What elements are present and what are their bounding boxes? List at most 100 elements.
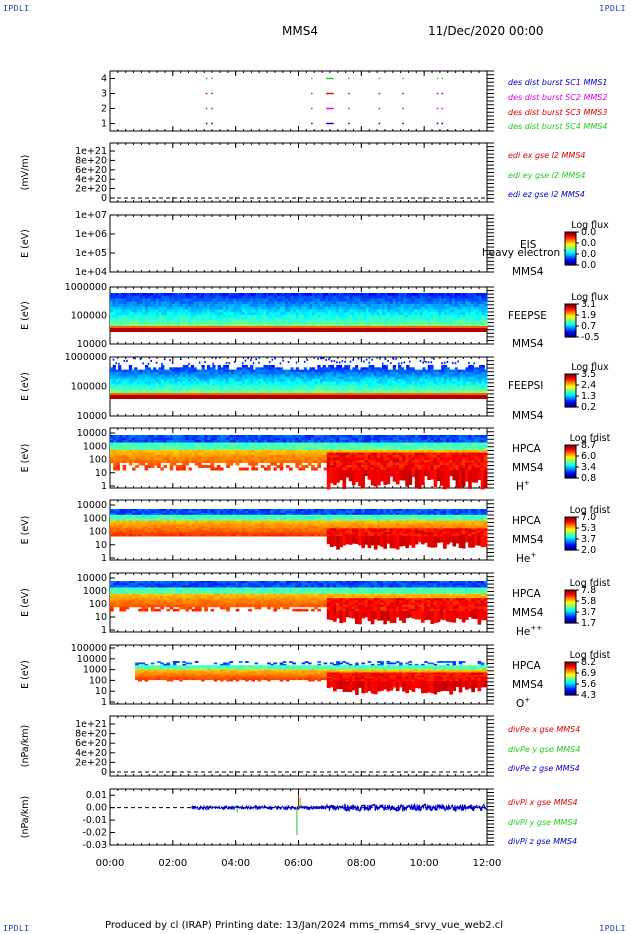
spectrogram-cell xyxy=(123,317,127,321)
spectrogram-cell xyxy=(161,320,165,324)
spectrogram-cell xyxy=(231,301,235,305)
colorbar-swatch xyxy=(565,237,576,240)
spectrogram-cell xyxy=(255,309,259,313)
spectrogram-cell xyxy=(244,298,248,302)
spectrogram-cell xyxy=(134,312,138,316)
spectrogram-cell xyxy=(147,304,151,308)
spectrogram-cell xyxy=(155,317,159,321)
spectrogram-cell xyxy=(228,323,232,327)
y-tick-label: 1000000 xyxy=(65,282,107,293)
spectrogram-cell xyxy=(217,323,221,327)
spectrogram-cell xyxy=(175,467,180,471)
spectrogram-cell xyxy=(147,312,151,316)
spectrogram-cell xyxy=(217,309,221,313)
spectrogram-cell xyxy=(336,361,338,364)
spectrogram-cell xyxy=(223,306,227,310)
spectrogram-cell xyxy=(126,295,130,299)
spectrogram-cell xyxy=(196,317,200,321)
spectrogram-cell xyxy=(239,295,243,299)
spectrogram-cell xyxy=(236,309,240,313)
spectrogram-cell xyxy=(271,293,275,297)
spectrogram-cell xyxy=(258,361,260,364)
spectrogram-cell xyxy=(118,309,122,313)
spectrogram-cell xyxy=(153,462,158,466)
spectrogram-cell xyxy=(112,312,116,316)
spectrogram-cell xyxy=(177,295,181,299)
spectrogram-cell xyxy=(226,465,230,468)
spectrogram-cell xyxy=(255,320,259,324)
spectrogram-cell xyxy=(252,309,256,313)
legend-entry: edi ey gse l2 MMS4 xyxy=(508,171,586,180)
spectrogram-cell xyxy=(128,304,133,308)
spectrogram-cell xyxy=(252,304,256,308)
spectrogram-cell xyxy=(266,315,270,319)
y-tick-label: 3 xyxy=(101,89,107,100)
spectrogram-cell xyxy=(147,323,151,327)
spectrogram-cell xyxy=(250,301,254,305)
legend-entry: des dist burst SC2 MMS2 xyxy=(508,93,607,102)
spectrogram-cell xyxy=(276,312,281,316)
spectrogram-cell xyxy=(153,309,157,313)
spectrogram-cell xyxy=(131,309,135,313)
spectrogram-cell xyxy=(285,304,289,308)
spectrogram-cell xyxy=(115,320,119,324)
spectrogram-cell xyxy=(252,323,256,327)
spectrogram-cell xyxy=(258,320,262,324)
spectrogram-cell xyxy=(274,323,278,327)
spectrogram-cell xyxy=(212,315,216,319)
spectrogram-cell xyxy=(320,357,322,360)
colorbar-swatch xyxy=(565,248,576,251)
spectrogram-cell xyxy=(258,317,262,321)
spectrogram-cell xyxy=(116,467,120,471)
spectrogram-cell xyxy=(250,293,254,297)
colorbar-swatch xyxy=(565,255,576,258)
colorbar-swatch xyxy=(565,254,576,256)
spectrogram-cell xyxy=(153,295,157,299)
spectrogram-cell xyxy=(147,306,151,310)
spectrogram-cell xyxy=(177,298,181,302)
spectrogram-cell xyxy=(139,320,143,324)
spectrogram-cell xyxy=(231,323,235,327)
spectrogram-cell xyxy=(236,298,240,302)
spectrogram-cell xyxy=(142,295,146,299)
spectrogram-cell xyxy=(177,301,181,305)
spectrogram-cell xyxy=(177,315,181,319)
y-tick-label: 10000 xyxy=(77,339,107,350)
spectrogram-cell xyxy=(174,306,178,310)
spectrogram-cell xyxy=(201,315,205,319)
spectrogram-cell xyxy=(171,361,174,364)
spectrogram-cell xyxy=(255,312,259,316)
spectrogram-cell xyxy=(228,301,232,305)
spectrogram-cell xyxy=(206,312,211,316)
spectrogram-cell xyxy=(160,467,164,471)
spectrogram-cell xyxy=(282,309,286,313)
spectrogram-cell xyxy=(190,304,194,308)
spectrogram-cell xyxy=(157,465,161,468)
spectrogram-cell xyxy=(174,304,178,308)
spectrogram-cell xyxy=(155,309,159,313)
spectrogram-cell xyxy=(252,306,256,310)
spectrogram-cell xyxy=(239,309,243,313)
spectrogram-cell xyxy=(180,298,184,302)
spectrogram-cell xyxy=(190,315,194,319)
spectrogram-cell xyxy=(215,317,219,321)
spectrogram-cell xyxy=(263,312,267,316)
spectrogram-cell xyxy=(171,320,176,324)
spectrogram-cell xyxy=(188,301,192,305)
spectrogram-cell xyxy=(244,323,248,327)
spectrogram-cell xyxy=(198,304,203,308)
panel-frame-2 xyxy=(109,214,488,273)
spectrogram-cell xyxy=(131,320,135,324)
corner-bl-label: IPDLI xyxy=(3,924,30,933)
spectrogram-cell xyxy=(145,295,149,299)
spectrogram-cell xyxy=(123,360,126,363)
spectrogram-cell xyxy=(266,309,270,313)
spectrogram-cell xyxy=(188,460,193,463)
spectrogram-cell xyxy=(179,460,183,463)
spectrogram-cell xyxy=(131,315,135,319)
spectrogram-cell xyxy=(123,304,127,308)
spectrogram-cell xyxy=(185,306,189,310)
spectrogram-cell xyxy=(139,293,143,297)
colorbar-swatch xyxy=(565,244,576,247)
y-tick-label: 4e+20 xyxy=(75,174,107,185)
